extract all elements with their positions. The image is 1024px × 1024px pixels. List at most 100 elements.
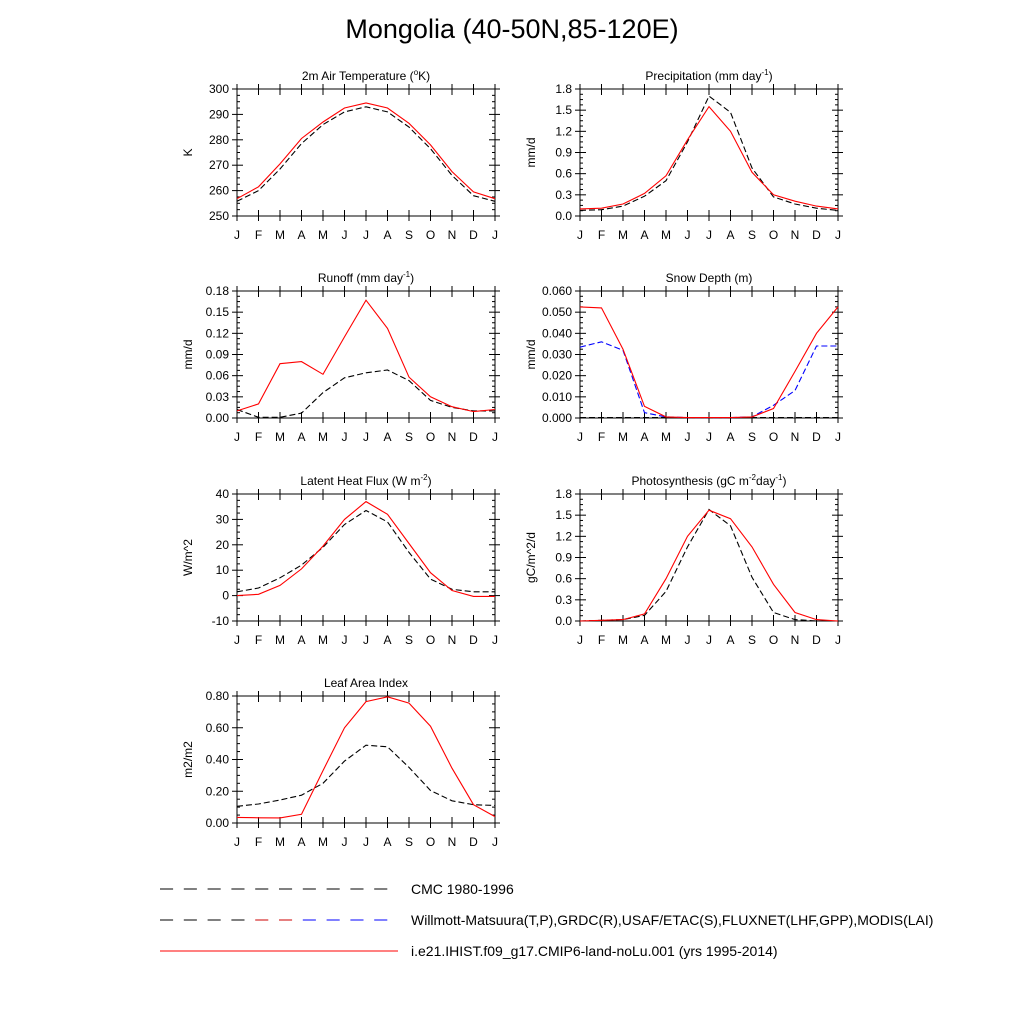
y-tick-label: 0.030	[542, 348, 572, 362]
x-tick-label: A	[726, 633, 734, 647]
series-line-1	[236, 299, 496, 413]
y-tick-label: 0.80	[206, 689, 230, 703]
series-line-2	[579, 95, 839, 211]
plot-frame	[236, 88, 496, 217]
y-tick-label: 40	[216, 487, 230, 501]
x-tick-label: J	[685, 633, 691, 647]
x-tick-label: A	[383, 430, 391, 444]
y-tick-label: 0.050	[542, 305, 572, 319]
y-tick-label: 0.00	[206, 816, 230, 830]
x-tick-label: J	[706, 430, 712, 444]
x-tick-label: J	[363, 228, 369, 242]
chart-title: Leaf Area Index	[324, 676, 408, 690]
x-tick-label: M	[661, 633, 671, 647]
x-tick-label: J	[492, 835, 498, 849]
y-tick-label: 280	[209, 133, 229, 147]
x-tick-label: A	[640, 430, 648, 444]
y-tick-label: 20	[216, 538, 230, 552]
x-tick-label: F	[255, 633, 262, 647]
x-tick-label: J	[685, 228, 691, 242]
plot-frame	[236, 695, 496, 824]
y-tick-label: 0.0	[555, 614, 572, 628]
x-tick-label: M	[318, 835, 328, 849]
y-tick-label: 1.5	[555, 508, 572, 522]
x-tick-label: M	[618, 633, 628, 647]
x-tick-label: A	[297, 633, 305, 647]
y-tick-label: 1.8	[555, 487, 572, 501]
chart-panel-7: Leaf Area Index m2/m2 0.00 0.20 0.40 0.60 0.80…	[181, 676, 500, 849]
x-tick-label: N	[791, 228, 800, 242]
y-tick-label: 30	[216, 512, 230, 526]
y-tick-label: 0.9	[555, 551, 572, 565]
x-tick-label: J	[706, 228, 712, 242]
y-axis-label: mm/d	[524, 138, 538, 168]
x-tick-label: M	[318, 633, 328, 647]
x-tick-label: F	[255, 430, 262, 444]
y-tick-label: 0.6	[555, 167, 572, 181]
x-tick-label: M	[661, 430, 671, 444]
x-tick-label: J	[234, 228, 240, 242]
series-line-2	[579, 341, 838, 419]
x-tick-label: D	[469, 835, 478, 849]
x-tick-label: J	[342, 430, 348, 444]
y-tick-label: 1.5	[555, 103, 572, 117]
x-tick-label: N	[448, 633, 457, 647]
x-tick-label: S	[405, 228, 413, 242]
x-tick-label: S	[748, 228, 756, 242]
x-tick-label: N	[791, 430, 800, 444]
x-tick-label: F	[598, 633, 605, 647]
series-line-1	[579, 306, 839, 419]
chart-title: Precipitation (mm day-1)	[645, 68, 772, 83]
y-tick-label: 0.3	[555, 593, 572, 607]
y-tick-label: 0.9	[555, 146, 572, 160]
chart-panel-1: 2m Air Temperature (oK) K 250 260 270 280 290 3…	[181, 68, 500, 242]
chart-title: Runoff (mm day-1)	[318, 270, 414, 285]
y-tick-label: -10	[212, 614, 230, 628]
series-line-1	[236, 696, 496, 819]
y-tick-label: 0.000	[542, 411, 572, 425]
x-tick-label: S	[748, 430, 756, 444]
x-tick-label: J	[577, 633, 583, 647]
x-tick-label: D	[812, 430, 821, 444]
y-tick-label: 0.12	[206, 326, 230, 340]
x-tick-label: J	[342, 835, 348, 849]
x-tick-label: J	[577, 228, 583, 242]
x-tick-label: F	[255, 228, 262, 242]
x-tick-label: M	[275, 228, 285, 242]
y-tick-label: 1.2	[555, 124, 572, 138]
y-tick-label: 10	[216, 563, 230, 577]
series-line-2	[579, 508, 838, 622]
plot-frame	[579, 493, 839, 622]
series-line-1	[579, 509, 839, 622]
x-tick-label: J	[363, 835, 369, 849]
x-tick-label: D	[469, 228, 478, 242]
x-tick-label: F	[598, 430, 605, 444]
x-tick-label: J	[685, 430, 691, 444]
x-tick-label: N	[791, 633, 800, 647]
x-tick-label: M	[618, 430, 628, 444]
y-tick-label: 300	[209, 82, 229, 96]
x-tick-label: D	[812, 228, 821, 242]
x-tick-label: F	[598, 228, 605, 242]
x-tick-label: M	[661, 228, 671, 242]
x-tick-label: J	[234, 835, 240, 849]
plot-frame	[579, 290, 839, 419]
y-tick-label: 0.03	[206, 390, 230, 404]
chart-title: Snow Depth (m)	[666, 271, 753, 285]
x-tick-label: J	[492, 228, 498, 242]
chart-panel-3: Runoff (mm day-1) mm/d 0.00 0.03 0.06 0.09 0.1…	[181, 270, 500, 444]
x-tick-label: J	[835, 430, 841, 444]
y-tick-label: 0.060	[542, 284, 572, 298]
x-tick-label: A	[640, 228, 648, 242]
y-tick-label: 1.2	[555, 529, 572, 543]
x-tick-label: O	[426, 835, 435, 849]
y-axis-label: mm/d	[524, 340, 538, 370]
x-tick-label: F	[255, 835, 262, 849]
x-tick-label: A	[297, 228, 305, 242]
chart-title: 2m Air Temperature (oK)	[302, 68, 430, 83]
x-tick-label: A	[726, 430, 734, 444]
x-tick-label: M	[318, 430, 328, 444]
y-tick-label: 0.010	[542, 390, 572, 404]
y-tick-label: 0	[222, 589, 229, 603]
